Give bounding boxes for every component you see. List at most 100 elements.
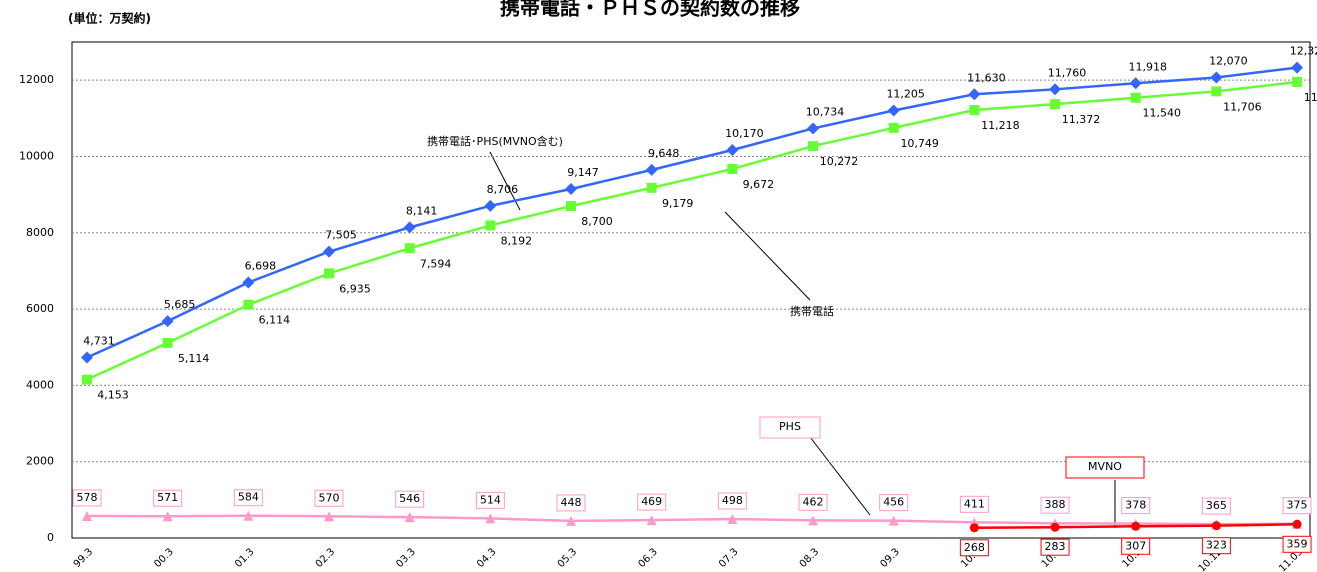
point	[565, 183, 578, 196]
point	[323, 245, 336, 258]
point	[566, 201, 577, 212]
data-label: 11,706	[1223, 100, 1262, 113]
point	[1211, 86, 1222, 97]
point	[566, 515, 577, 526]
data-label: 7,594	[420, 257, 452, 270]
label-box	[1201, 497, 1231, 515]
series-annotation: PHS	[779, 420, 801, 433]
point	[1211, 521, 1221, 531]
data-label: 11,918	[1128, 60, 1167, 73]
label-box	[153, 489, 183, 507]
point	[81, 351, 93, 364]
data-label: 359	[1287, 537, 1308, 550]
x-tick-label: 08.3	[798, 546, 822, 570]
label-box	[72, 489, 102, 507]
series-line	[86, 80, 1298, 381]
label-box	[1040, 496, 1070, 514]
point	[162, 511, 173, 522]
data-label: 498	[722, 494, 743, 507]
point	[242, 276, 255, 289]
data-label: 12,329	[1290, 45, 1317, 58]
point	[969, 104, 980, 115]
point	[1291, 61, 1304, 74]
point	[1129, 77, 1142, 90]
leader-line	[724, 211, 811, 301]
point	[646, 182, 657, 193]
data-label: 365	[1206, 499, 1227, 512]
x-tick-label: 03.3	[394, 546, 418, 570]
series-line	[86, 514, 1298, 526]
point	[404, 243, 415, 254]
data-label: 584	[238, 491, 259, 504]
data-label: 283	[1045, 540, 1066, 553]
data-label: 10,749	[900, 137, 939, 150]
data-label: 11,540	[1142, 107, 1181, 120]
y-tick-label: 0	[47, 531, 54, 544]
label-box	[879, 494, 909, 512]
data-label: 12,070	[1209, 54, 1248, 67]
data-label: 11,760	[1048, 66, 1087, 79]
point	[243, 299, 254, 310]
point	[1050, 99, 1061, 110]
data-label: 388	[1045, 498, 1066, 511]
label-box	[233, 489, 263, 507]
point	[485, 220, 496, 231]
point	[82, 510, 92, 521]
data-label: 514	[480, 493, 501, 506]
point	[1130, 92, 1141, 103]
x-tick-label: 05.3	[556, 546, 580, 570]
data-label: 323	[1206, 539, 1227, 552]
point	[161, 315, 174, 328]
point	[1050, 522, 1060, 532]
data-label: 9,179	[662, 197, 694, 210]
y-tick-label: 2000	[26, 455, 54, 468]
unit-label: (単位：万契約)	[68, 11, 151, 26]
annotation-box	[1065, 456, 1145, 479]
label-box	[1040, 538, 1070, 556]
data-label: 448	[561, 496, 582, 509]
data-label: 571	[157, 491, 178, 504]
point	[645, 163, 658, 176]
label-box	[798, 493, 828, 511]
point	[324, 511, 335, 522]
series-annotation: MVNO	[1088, 460, 1122, 473]
point	[324, 268, 335, 279]
data-label: 11,218	[981, 119, 1020, 132]
x-tick-label: 01.3	[233, 546, 257, 570]
data-label: 8,700	[581, 215, 613, 228]
data-label: 10,272	[820, 155, 859, 168]
x-tick-label: 07.3	[717, 546, 741, 570]
point	[727, 513, 738, 524]
label-box	[1121, 537, 1151, 555]
data-label: 4,153	[97, 389, 129, 402]
data-label: 5,114	[178, 352, 210, 365]
chart-title: 携帯電話・ＰＨＳの契約数の推移	[500, 0, 800, 20]
point	[1131, 521, 1141, 531]
label-box	[959, 539, 989, 557]
point	[969, 523, 979, 533]
label-box	[1282, 535, 1312, 553]
data-label: 11,630	[967, 71, 1006, 84]
series-annotation: 携帯電話	[790, 304, 834, 318]
data-label: 9,648	[648, 147, 680, 160]
data-label: 11,954	[1304, 91, 1317, 104]
series-annotation: 携帯電話･PHS(MVNO含む)	[427, 134, 563, 148]
point	[807, 122, 820, 135]
label-box	[637, 493, 667, 511]
y-tick-label: 8000	[26, 226, 54, 239]
y-tick-label: 10000	[19, 149, 54, 162]
data-label: 9,147	[567, 166, 599, 179]
data-label: 6,114	[259, 314, 291, 327]
label-box	[475, 491, 505, 509]
leader-line	[809, 436, 871, 516]
data-label: 8,192	[501, 234, 533, 247]
plot-area	[71, 41, 1311, 539]
data-label: 307	[1125, 539, 1146, 552]
data-label: 8,706	[487, 183, 519, 196]
y-tick-label: 4000	[26, 378, 54, 391]
point	[968, 88, 981, 101]
x-tick-label: 99.3	[72, 546, 96, 570]
label-box	[1121, 497, 1151, 515]
point	[1292, 519, 1302, 529]
data-label: 11,372	[1062, 113, 1101, 126]
